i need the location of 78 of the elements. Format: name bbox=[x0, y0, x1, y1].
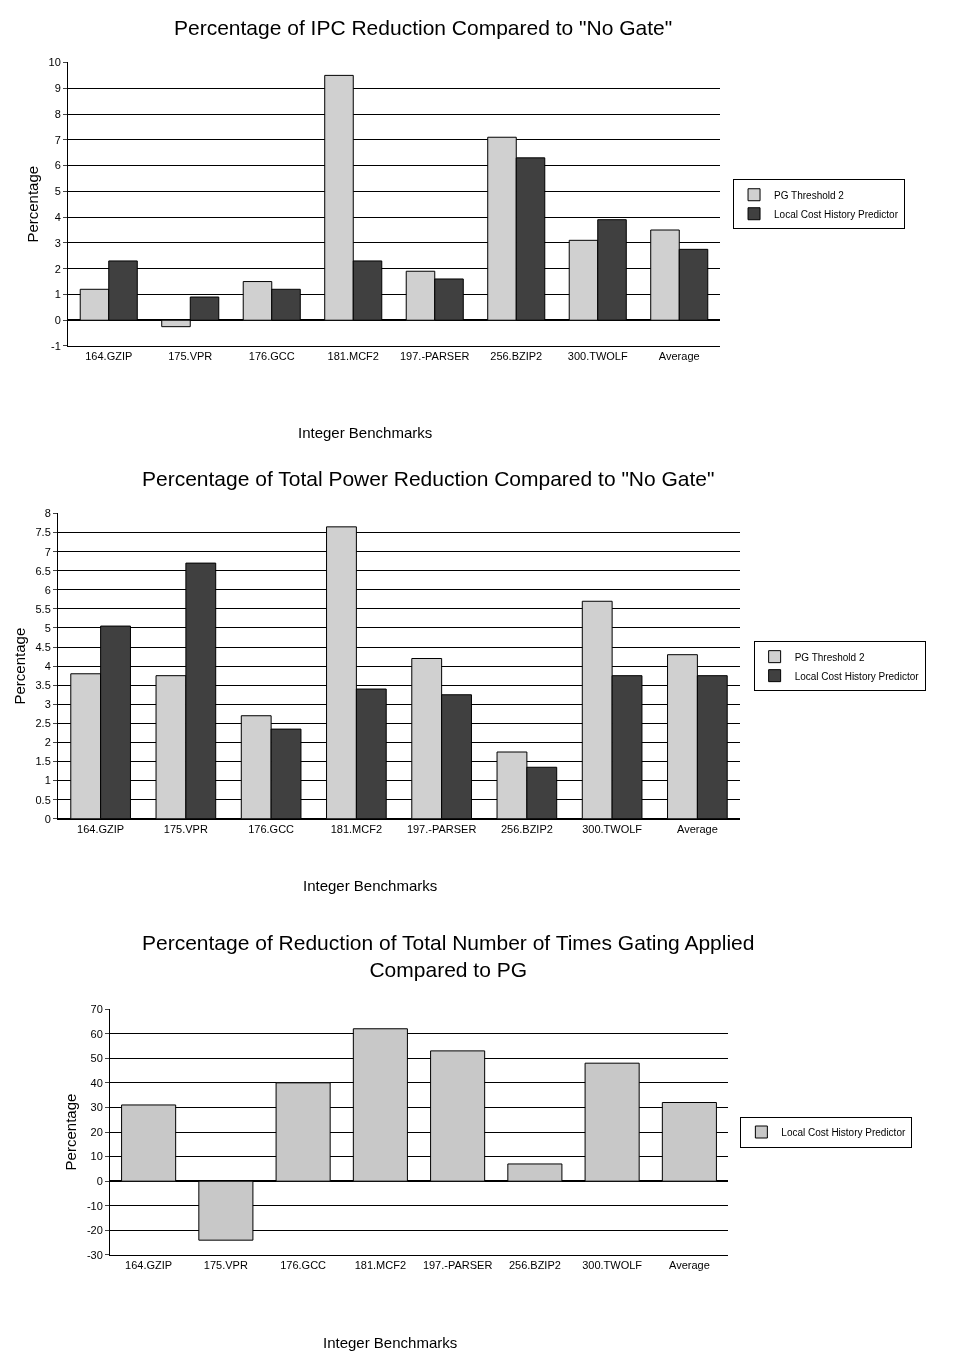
x-tick-label: 164.GZIP bbox=[77, 822, 125, 835]
chart-title: Percentage of Total Power Reduction Compared to "No Gate" bbox=[142, 467, 715, 490]
y-axis-title: Percentage bbox=[62, 1093, 80, 1171]
y-tick-label: 0 bbox=[96, 1175, 103, 1188]
y-axis-title: Percentage bbox=[23, 165, 41, 243]
y-tick-label: 8 bbox=[54, 107, 61, 120]
x-tick-label: 256.BZIP2 bbox=[500, 822, 553, 835]
y-tick-label: 1 bbox=[44, 774, 51, 787]
x-tick-label: Average bbox=[676, 822, 718, 835]
y-tick-label: 0 bbox=[44, 812, 51, 825]
x-tick-label: 175.VPR bbox=[163, 822, 208, 835]
y-axis-title: Percentage bbox=[10, 627, 28, 705]
y-tick-label: 0.5 bbox=[35, 793, 51, 806]
y-tick-label: 10 bbox=[90, 1150, 103, 1163]
y-tick-label: -30 bbox=[86, 1248, 103, 1261]
y-tick-label: -1 bbox=[51, 339, 61, 352]
y-tick-label: 7 bbox=[54, 133, 61, 146]
x-tick-label: 181.MCF2 bbox=[354, 1259, 407, 1272]
x-axis-title: Integer Benchmarks bbox=[323, 1334, 458, 1351]
x-tick-label: 197.-PARSER bbox=[406, 822, 477, 835]
x-tick-label: 300.TWOLF bbox=[582, 1259, 643, 1272]
x-tick-label: 176.GCC bbox=[248, 822, 295, 835]
chart-title: Percentage of Reduction of Total Number of Times Gating Applied Compared to PG bbox=[142, 931, 755, 982]
y-tick-label: 7 bbox=[44, 545, 51, 558]
legend-label: PG Threshold 2 bbox=[774, 189, 845, 201]
legend-label: PG Threshold 2 bbox=[794, 651, 865, 663]
y-tick-label: 2 bbox=[54, 262, 61, 275]
y-tick-label: 5 bbox=[44, 621, 51, 634]
y-tick-label: 1.5 bbox=[35, 755, 51, 768]
y-tick-label: -10 bbox=[86, 1199, 103, 1212]
y-tick-label: 4 bbox=[44, 660, 51, 672]
x-axis-title: Integer Benchmarks bbox=[303, 877, 438, 894]
x-tick-label: 181.MCF2 bbox=[327, 350, 379, 363]
y-tick-label: 20 bbox=[90, 1125, 103, 1138]
y-tick-label: 1 bbox=[54, 288, 61, 301]
x-tick-label: 176.GCC bbox=[280, 1259, 327, 1272]
x-tick-label: 197.-PARSER bbox=[400, 350, 470, 363]
y-tick-label: 2.5 bbox=[35, 717, 51, 730]
y-tick-label: 9 bbox=[54, 82, 61, 95]
y-tick-label: 6 bbox=[44, 583, 51, 596]
y-tick-label: 70 bbox=[90, 1002, 103, 1015]
y-tick-label: 30 bbox=[90, 1101, 103, 1114]
x-tick-label: 176.GCC bbox=[248, 350, 295, 363]
x-tick-label: 197.-PARSER bbox=[422, 1259, 493, 1272]
y-tick-label: 8 bbox=[44, 507, 51, 520]
y-tick-label: -20 bbox=[86, 1224, 103, 1237]
y-tick-label: 6 bbox=[54, 159, 61, 172]
x-tick-label: Average bbox=[658, 350, 700, 363]
legend-label: Local Cost History Predictor bbox=[774, 208, 899, 220]
y-tick-label: 60 bbox=[90, 1027, 103, 1040]
x-tick-label: 300.TWOLF bbox=[567, 350, 628, 363]
x-tick-label: 175.VPR bbox=[203, 1259, 248, 1272]
y-tick-label: 6.5 bbox=[35, 564, 51, 577]
legend-label: Local Cost History Predictor bbox=[794, 670, 920, 682]
y-tick-label: 2 bbox=[44, 736, 51, 749]
x-tick-label: 300.TWOLF bbox=[582, 822, 643, 835]
y-tick-label: 5 bbox=[54, 185, 61, 198]
y-tick-label: 50 bbox=[90, 1052, 103, 1065]
y-tick-label: 3.5 bbox=[35, 679, 51, 692]
y-tick-label: 3 bbox=[54, 236, 61, 249]
x-tick-label: 181.MCF2 bbox=[330, 822, 383, 835]
y-tick-label: 4 bbox=[54, 210, 61, 223]
x-tick-label: 164.GZIP bbox=[125, 1259, 173, 1272]
y-tick-label: 40 bbox=[90, 1076, 103, 1089]
y-tick-label: 4.5 bbox=[35, 640, 51, 653]
y-tick-label: 7.5 bbox=[35, 526, 51, 539]
y-tick-label: 5.5 bbox=[35, 602, 51, 615]
x-tick-label: Average bbox=[668, 1259, 710, 1272]
x-tick-label: 256.BZIP2 bbox=[490, 350, 543, 363]
chart-title: Percentage of IPC Reduction Compared to "No Gate" bbox=[174, 16, 673, 39]
y-tick-label: 10 bbox=[48, 56, 61, 69]
x-tick-label: 164.GZIP bbox=[85, 350, 133, 363]
x-tick-label: 256.BZIP2 bbox=[508, 1259, 561, 1272]
x-tick-label: 175.VPR bbox=[168, 350, 213, 363]
y-tick-label: 3 bbox=[44, 698, 51, 711]
y-tick-label: 0 bbox=[54, 314, 61, 327]
x-axis-title: Integer Benchmarks bbox=[298, 424, 433, 441]
legend-label: Local Cost History Predictor bbox=[781, 1126, 906, 1138]
